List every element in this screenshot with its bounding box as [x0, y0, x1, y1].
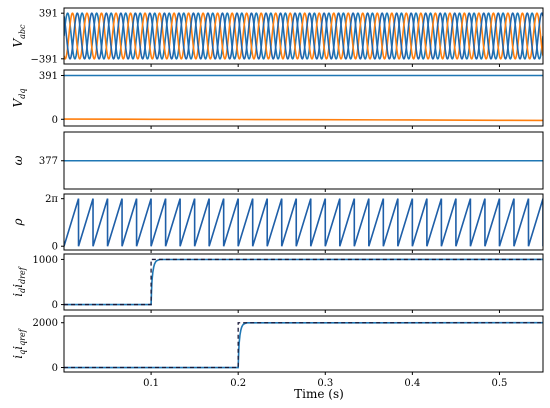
panel-6-frame: [63, 315, 544, 373]
panel-1-plot: [64, 12, 543, 60]
panel-6-plot: [64, 321, 543, 369]
y-tick-label: 2000: [33, 318, 58, 329]
panel-1: 391 −391 Vabc: [11, 7, 544, 67]
x-tick-label: 0.2: [230, 378, 246, 389]
panel-5-frame: [63, 253, 544, 311]
y-axis-label: Vdq: [11, 89, 27, 108]
y-tick-label: 391: [39, 9, 58, 20]
y-tick-label: 391: [39, 71, 58, 82]
panel-2: 391 0 Vdq: [11, 69, 544, 129]
series-measured: [64, 321, 543, 369]
x-tick-label: 0.4: [404, 378, 420, 389]
panel-4-plot: [64, 198, 543, 247]
y-tick-label: 2π: [45, 194, 58, 205]
panel-4: 2π 0 ρ: [11, 193, 544, 253]
y-tick-label: 1000: [33, 255, 58, 266]
y-axis-label: ω: [11, 155, 25, 165]
series-phase-c: [64, 12, 543, 60]
x-axis-label: Time (s): [294, 387, 344, 401]
panel-4-frame: [63, 193, 544, 251]
series-phase-a: [64, 12, 543, 60]
series-reference: [64, 258, 543, 306]
y-axis-label: ρ: [11, 218, 25, 226]
series-reference: [64, 322, 543, 369]
x-tick-label: 0.1: [143, 378, 159, 389]
panel-5-plot: [64, 258, 543, 306]
y-axis-label: iqiqref: [11, 327, 27, 358]
panel-5: 1000 0 ididref: [11, 253, 544, 313]
series-sawtooth: [64, 198, 543, 247]
x-tick-label: 0.5: [492, 378, 508, 389]
y-tick-label: −391: [31, 54, 58, 65]
y-tick-label: 0: [52, 115, 58, 126]
y-tick-label: 0: [52, 242, 58, 253]
y-tick-label: 0: [52, 363, 58, 374]
series-q: [64, 118, 543, 122]
y-tick-label: 377: [39, 156, 58, 167]
series-phase-b: [64, 12, 543, 60]
series-measured: [64, 258, 543, 306]
panel-6: 2000 0 0.1 0.2 0.3 0.4 0.5 iqiqref: [11, 315, 544, 389]
panel-1-frame: [63, 7, 544, 65]
x-tick-label: 0.3: [317, 378, 333, 389]
panel-2-plot: [64, 74, 543, 122]
panel-3: 377 ω: [11, 131, 544, 192]
y-tick-label: 0: [52, 300, 58, 311]
y-axis-label: Vabc: [11, 24, 27, 48]
y-axis-label: ididref: [11, 265, 27, 296]
panel-2-frame: [63, 69, 544, 127]
